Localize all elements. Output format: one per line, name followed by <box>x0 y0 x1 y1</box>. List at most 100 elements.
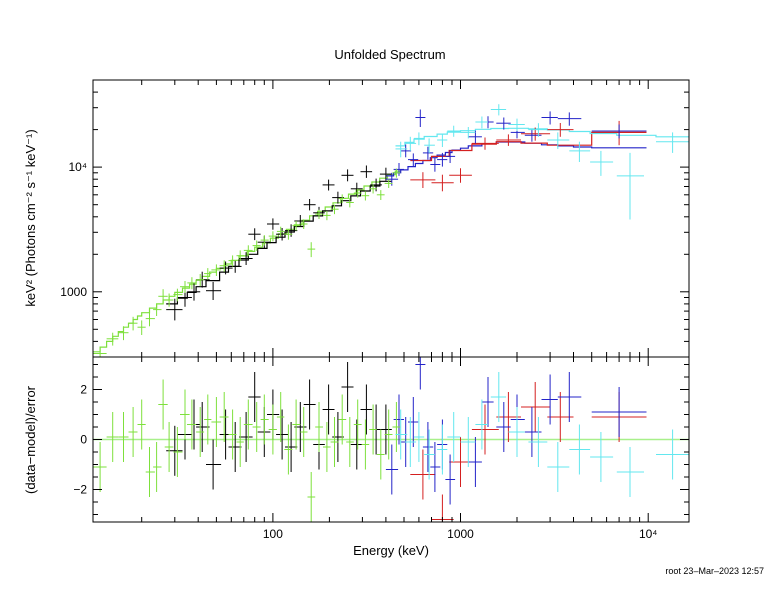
data-point-blue <box>541 111 558 125</box>
data-point-cyan <box>508 407 525 457</box>
data-point-green <box>145 311 155 327</box>
data-point-cyan <box>414 412 425 462</box>
data-point-blue <box>415 109 426 127</box>
data-point-green <box>346 417 354 467</box>
data-point-blue <box>408 397 419 447</box>
data-point-green <box>307 242 316 258</box>
data-point-blue <box>541 374 558 425</box>
data-point-cyan <box>528 123 548 137</box>
data-point-green <box>268 404 277 455</box>
data-point-blue <box>430 442 441 492</box>
data-point-green <box>145 447 155 497</box>
data-point-green <box>376 190 385 200</box>
data-point-blue <box>557 372 582 422</box>
data-point-red <box>431 174 454 192</box>
data-point-green <box>236 250 244 262</box>
model-curve-black <box>166 180 392 305</box>
data-point-cyan <box>460 127 476 139</box>
data-point-blue <box>481 377 494 427</box>
data-point-green <box>252 240 261 251</box>
data-point-green <box>284 424 293 475</box>
data-point-blue <box>524 129 542 142</box>
data-point-green <box>204 268 212 280</box>
axis-layer: 1000 10⁴ <box>60 79 690 358</box>
data-point-green <box>137 399 146 450</box>
data-point-black <box>239 412 253 462</box>
data-point-cyan <box>616 152 644 220</box>
data-point-black <box>379 167 392 181</box>
data-point-blue <box>393 163 404 176</box>
y-tick-label: −2 <box>73 483 87 497</box>
data-point-green <box>196 407 205 457</box>
data-point-green <box>236 417 244 467</box>
data-point-green <box>153 303 162 316</box>
data-point-blue <box>422 422 434 472</box>
data-point-green <box>376 429 385 480</box>
data-point-cyan <box>547 132 570 149</box>
data-point-green <box>300 219 308 229</box>
data-point-blue <box>591 124 647 139</box>
data-point-blue <box>408 153 419 167</box>
data-point-cyan <box>414 132 425 146</box>
data-point-green <box>346 198 354 208</box>
x-tick-label: 1000 <box>447 527 474 541</box>
data-point-black <box>239 252 253 265</box>
data-point-green <box>118 326 129 341</box>
data-point-green <box>330 417 339 467</box>
data-point-black <box>166 298 183 321</box>
residuals-panel: 100 1000 10⁴ 2 0 −2 <box>73 356 690 541</box>
data-point-black <box>285 422 298 472</box>
data-point-green <box>353 188 362 198</box>
data-point-black <box>228 422 242 472</box>
data-point-green <box>330 204 339 215</box>
data-point-black <box>322 384 335 435</box>
data-point-green <box>276 392 285 442</box>
data-point-cyan <box>475 399 488 450</box>
chart-title: Unfolded Spectrum <box>334 47 445 62</box>
data-point-green <box>384 179 393 188</box>
data-point-cyan <box>528 417 548 467</box>
data-point-green <box>219 392 229 442</box>
data-point-black <box>360 165 373 178</box>
bottom-y-axis-label: (data−model)/error <box>23 385 38 494</box>
data-point-green <box>369 184 377 194</box>
data-point-green <box>128 316 138 331</box>
x-tick-label: 100 <box>263 527 283 541</box>
data-point-green <box>276 226 285 237</box>
data-layer <box>93 357 689 522</box>
timestamp-footer: root 23–Mar–2023 12:57 <box>665 566 764 576</box>
data-point-black <box>228 260 242 273</box>
data-point-green <box>187 277 197 290</box>
data-point-green <box>180 281 190 293</box>
data-point-blue <box>400 144 412 158</box>
data-point-green <box>260 394 269 445</box>
data-point-green <box>260 235 269 246</box>
data-point-cyan <box>447 412 461 462</box>
data-point-green <box>173 288 183 302</box>
data-point-cyan <box>656 429 689 480</box>
data-point-green <box>243 245 253 256</box>
data-point-black <box>341 169 354 182</box>
data-point-cyan <box>424 429 435 480</box>
data-point-black <box>248 372 261 422</box>
data-point-cyan <box>424 138 435 153</box>
data-point-green <box>211 397 222 447</box>
data-point-green <box>93 347 107 357</box>
data-point-black <box>276 409 289 460</box>
data-point-cyan <box>404 136 417 151</box>
data-point-black <box>322 179 335 191</box>
data-point-green <box>361 419 370 470</box>
data-point-green <box>153 442 162 492</box>
data-point-blue <box>385 444 399 495</box>
data-point-blue <box>468 437 482 487</box>
data-point-green <box>228 255 237 267</box>
data-point-green <box>300 407 308 457</box>
data-point-blue <box>422 146 434 160</box>
data-point-cyan <box>460 417 476 467</box>
data-point-green <box>315 402 323 452</box>
data-point-blue <box>430 157 441 172</box>
data-point-green <box>180 389 190 440</box>
data-point-black <box>248 228 261 241</box>
y-tick-label: 1000 <box>60 285 87 299</box>
